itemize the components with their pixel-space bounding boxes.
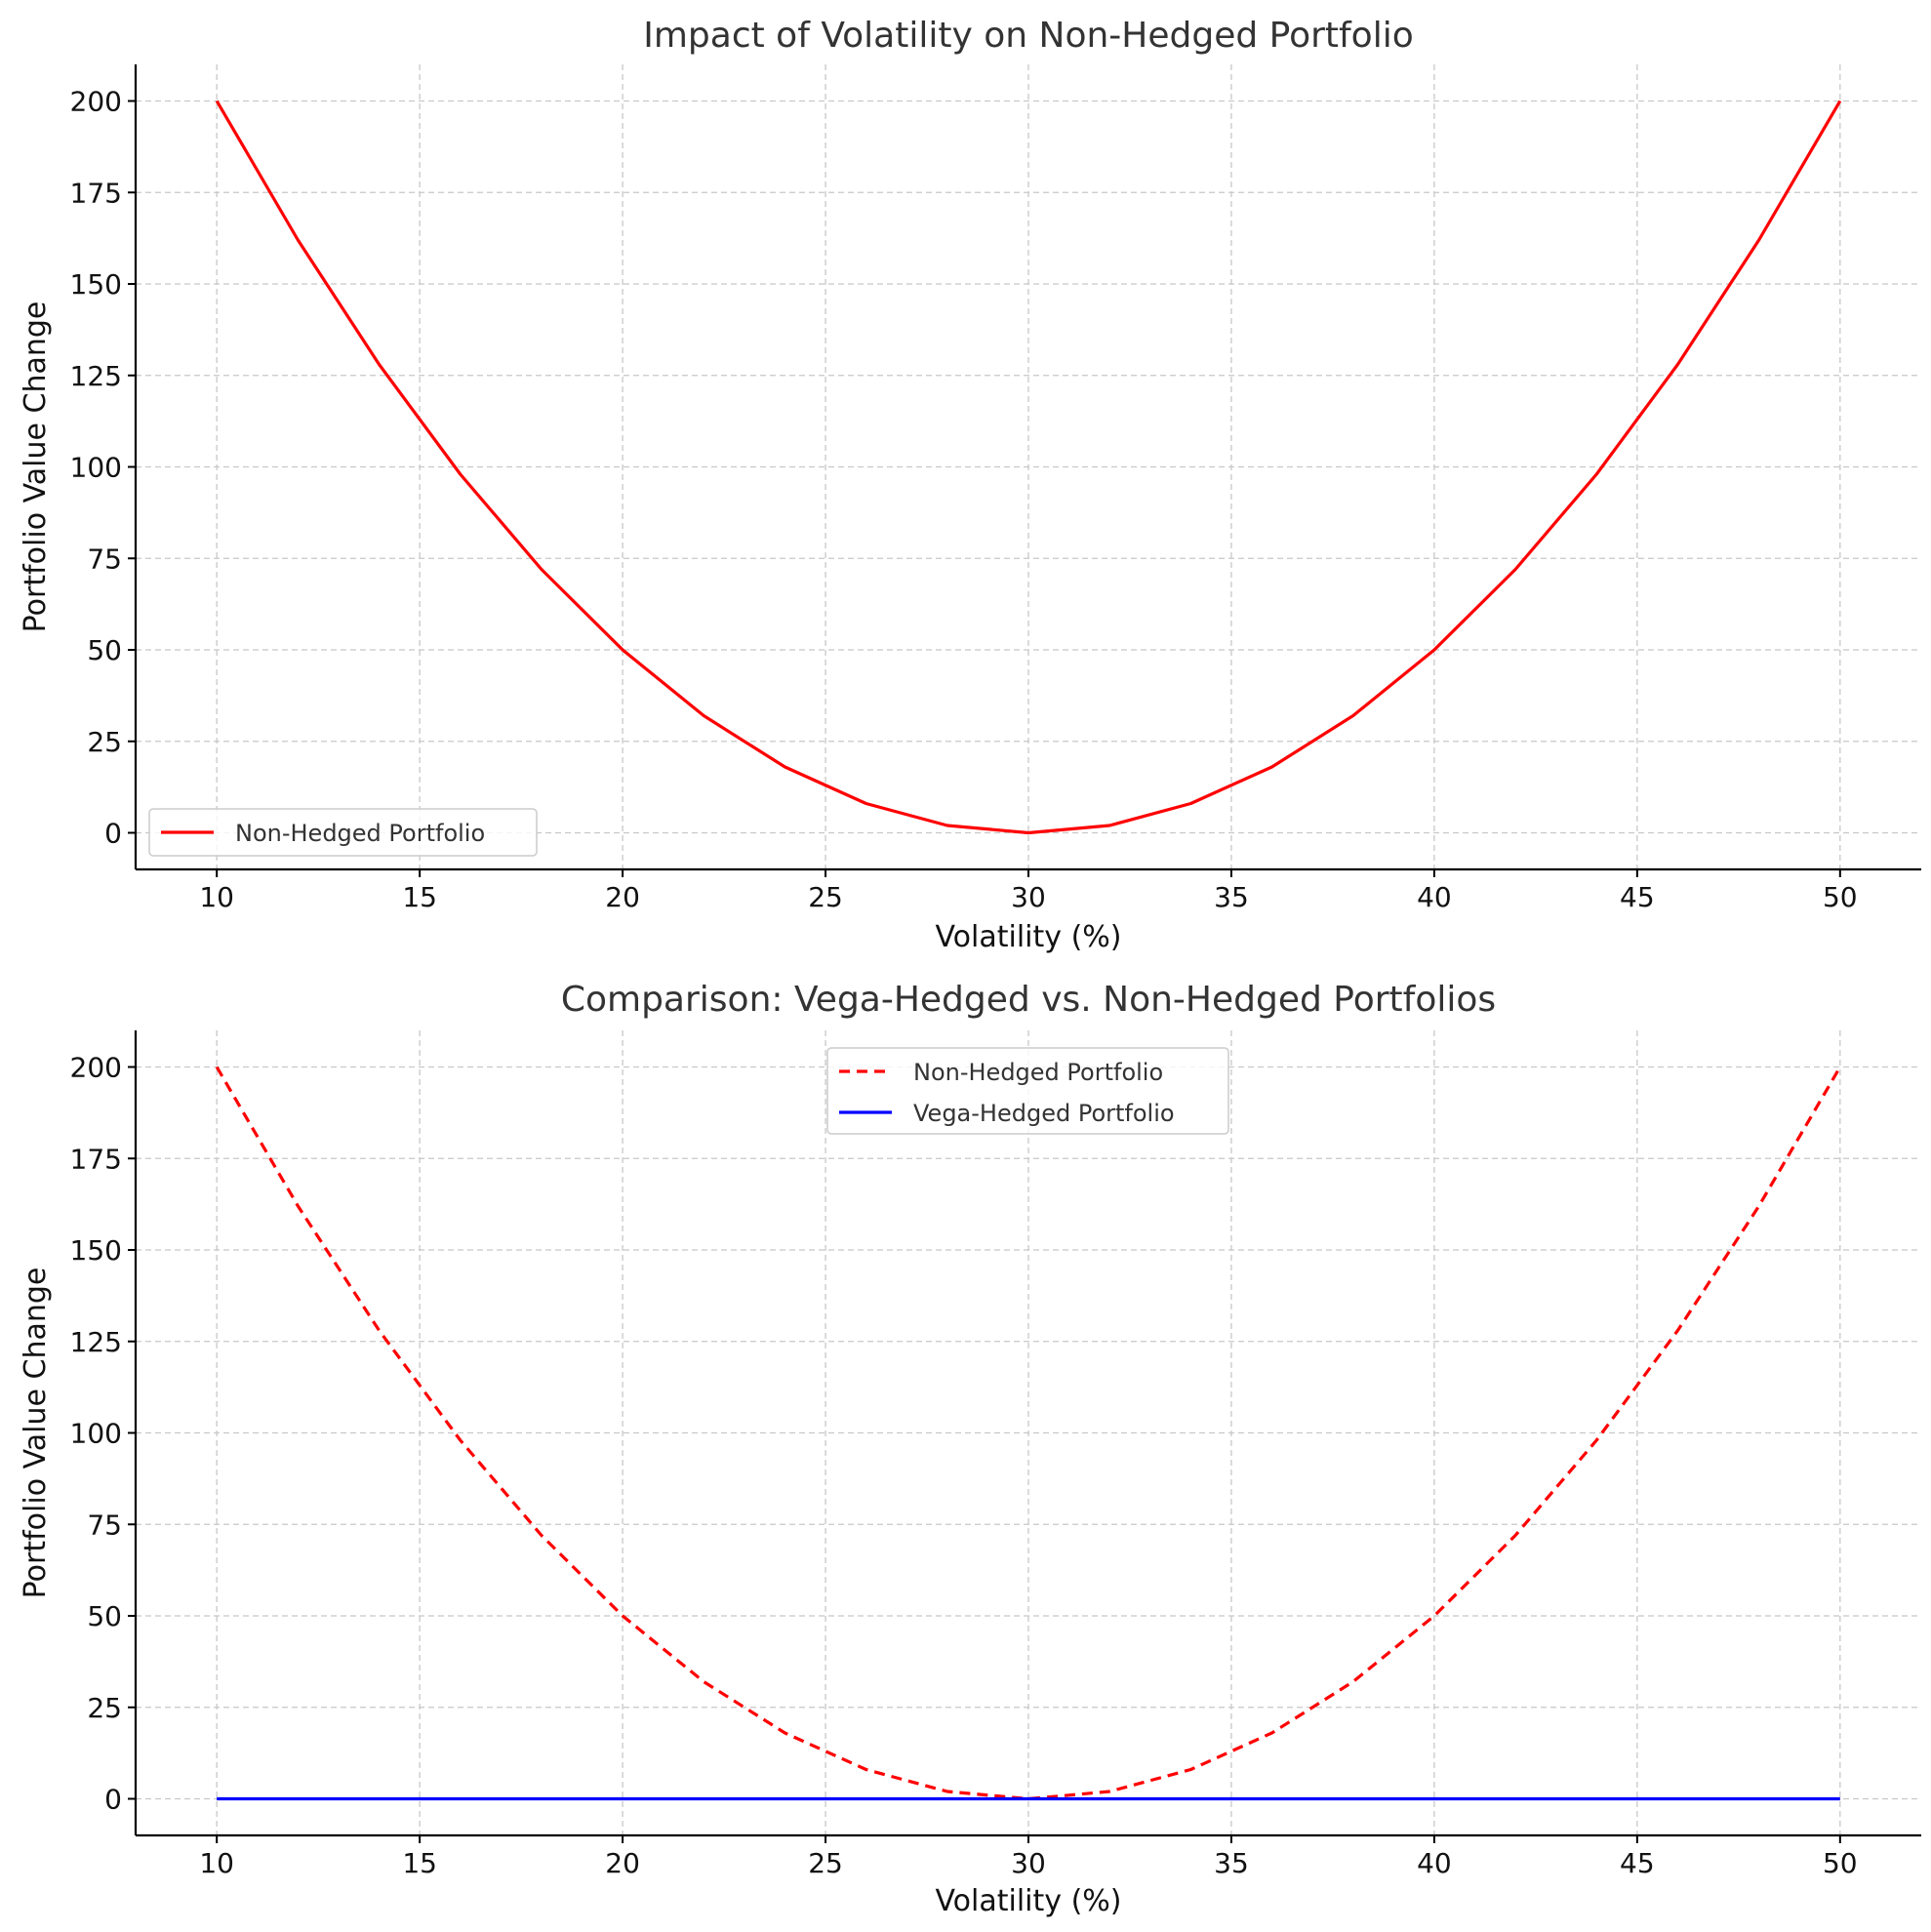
x-tick-label: 15 (402, 1847, 437, 1879)
legend-label: Non-Hedged Portfolio (913, 1059, 1163, 1086)
x-tick-label: 10 (199, 881, 234, 913)
x-tick-label: 30 (1011, 881, 1046, 913)
legend: Non-Hedged Portfolio Vega-Hedged Portfoli… (826, 1047, 1229, 1135)
legend-label: Non-Hedged Portfolio (235, 820, 485, 847)
y-tick-label: 100 (70, 452, 122, 484)
y-tick-label: 200 (70, 86, 122, 118)
x-tick-label: 10 (199, 1847, 234, 1879)
x-tick-label: 30 (1011, 1847, 1046, 1879)
x-tick-label: 45 (1620, 881, 1655, 913)
x-tick-label: 35 (1214, 1847, 1249, 1879)
top-chart-panel: 10 15 20 25 30 35 40 45 50 0 25 50 75 100 125 150 175 200… (19, 16, 1921, 954)
legend: Non-Hedged Portfolio (148, 808, 538, 857)
chart-title: Impact of Volatility on Non-Hedged Portf… (643, 16, 1414, 56)
y-tick-label: 25 (87, 1692, 122, 1724)
x-tick-label: 35 (1214, 881, 1249, 913)
y-tick-label: 25 (87, 726, 122, 758)
y-tick-label: 150 (70, 268, 122, 301)
x-axis-label: Volatility (%) (935, 1884, 1121, 1918)
y-axis-label: Portfolio Value Change (19, 302, 53, 633)
y-tick-label: 50 (87, 1600, 122, 1632)
y-tick-label: 125 (70, 1326, 122, 1358)
y-tick-label: 150 (70, 1234, 122, 1267)
y-tick-label: 0 (104, 818, 122, 850)
chart-title: Comparison: Vega-Hedged vs. Non-Hedged P… (561, 980, 1496, 1020)
y-axis-label: Portfolio Value Change (19, 1268, 53, 1599)
series-line-0 (215, 100, 1842, 835)
x-tick-label: 45 (1620, 1847, 1655, 1879)
y-tick-label: 100 (70, 1418, 122, 1450)
y-tick-label: 175 (70, 1143, 122, 1175)
series-line-0 (215, 1066, 1842, 1801)
legend-label: Vega-Hedged Portfolio (913, 1100, 1175, 1127)
x-tick-label: 20 (605, 881, 640, 913)
x-tick-label: 25 (808, 1847, 843, 1879)
x-tick-label: 15 (402, 881, 437, 913)
x-axis-label: Volatility (%) (935, 920, 1121, 954)
x-tick-label: 40 (1417, 881, 1452, 913)
y-tick-label: 0 (104, 1784, 122, 1816)
y-tick-label: 125 (70, 360, 122, 392)
y-tick-label: 50 (87, 634, 122, 666)
x-tick-label: 20 (605, 1847, 640, 1879)
y-tick-label: 75 (87, 1509, 122, 1541)
y-tick-label: 200 (70, 1052, 122, 1084)
x-tick-label: 25 (808, 881, 843, 913)
x-tick-label: 40 (1417, 1847, 1452, 1879)
x-tick-label: 50 (1823, 1847, 1858, 1879)
y-tick-label: 175 (70, 177, 122, 209)
y-tick-label: 75 (87, 543, 122, 575)
bottom-chart-panel: 10 15 20 25 30 35 40 45 50 0 25 50 75 100 125 150 175 200… (19, 980, 1921, 1918)
x-tick-label: 50 (1823, 881, 1858, 913)
